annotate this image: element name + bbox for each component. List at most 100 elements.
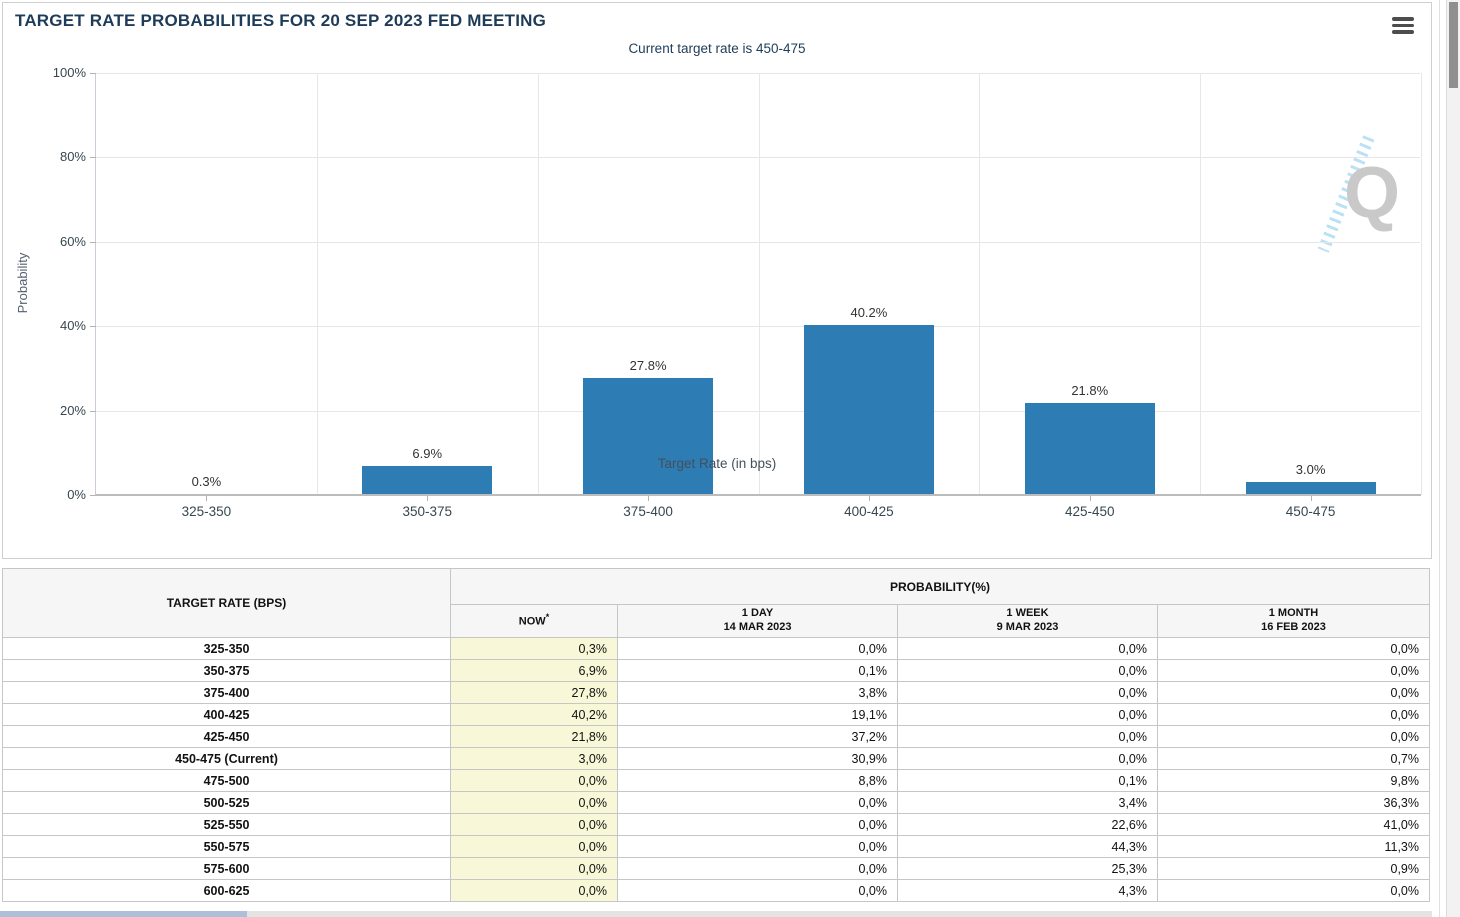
probability-cell: 27,8% <box>450 681 618 704</box>
probability-table: TARGET RATE (BPS) PROBABILITY(%) NOW* 1 … <box>2 568 1430 902</box>
col-header-1month: 1 MONTH 16 FEB 2023 <box>1157 604 1430 638</box>
gridline-v <box>316 73 318 495</box>
probability-cell: 0,0% <box>1157 703 1430 726</box>
bar-value-label: 6.9% <box>412 445 443 461</box>
x-axis-tick <box>1310 495 1312 501</box>
probability-cell: 0,0% <box>897 703 1158 726</box>
probability-cell: 0,3% <box>450 637 618 660</box>
table-row: 550-575 0,0% 0,0% 44,3% 11,3% <box>2 835 1430 858</box>
gridline-h <box>96 73 1420 74</box>
y-axis-title: Probability <box>15 252 30 314</box>
probability-cell: 3,0% <box>450 747 618 770</box>
bar-450-475[interactable] <box>1245 482 1376 495</box>
probability-cell: 3,4% <box>897 791 1158 814</box>
y-axis-tick <box>90 495 96 496</box>
gridline-v <box>758 73 760 495</box>
target-rate-cell: 575-600 <box>2 857 451 880</box>
bar-value-label: 3.0% <box>1295 462 1326 478</box>
y-tick-label: 0% <box>67 487 86 502</box>
probability-cell: 19,1% <box>617 703 898 726</box>
x-tick-label: 400-425 <box>844 504 894 519</box>
target-rate-cell: 525-550 <box>2 813 451 836</box>
col-header-target-rate: TARGET RATE (BPS) <box>2 568 451 638</box>
table-row: 525-550 0,0% 0,0% 22,6% 41,0% <box>2 813 1430 836</box>
probability-cell: 25,3% <box>897 857 1158 880</box>
probability-cell: 37,2% <box>617 725 898 748</box>
probability-cell: 22,6% <box>897 813 1158 836</box>
probability-cell: 3,8% <box>617 681 898 704</box>
table-row: 600-625 0,0% 0,0% 4,3% 0,0% <box>2 879 1430 902</box>
y-tick-label: 20% <box>59 402 86 418</box>
x-tick-label: 350-375 <box>402 504 453 519</box>
probability-cell: 0,0% <box>897 747 1158 770</box>
table-row: 325-350 0,3% 0,0% 0,0% 0,0% <box>2 637 1430 660</box>
content-edge-divider <box>1439 0 1440 917</box>
probability-cell: 36,3% <box>1157 791 1430 814</box>
col-header-probability: PROBABILITY(%) <box>450 568 1430 605</box>
bar-350-375[interactable] <box>362 465 493 495</box>
probability-cell: 0,0% <box>450 879 618 902</box>
probability-cell: 0,0% <box>450 813 618 836</box>
col-header-1day: 1 DAY 14 MAR 2023 <box>617 604 898 638</box>
chart-menu-button[interactable] <box>1391 17 1415 37</box>
hamburger-icon <box>1392 17 1414 21</box>
probability-cell: 0,0% <box>450 857 618 880</box>
bar-425-450[interactable] <box>1024 403 1155 495</box>
bar-value-label: 40.2% <box>850 305 888 321</box>
x-axis-tick <box>1089 495 1091 501</box>
table-row: 425-450 21,8% 37,2% 0,0% 0,0% <box>2 725 1430 748</box>
probability-cell: 0,0% <box>897 659 1158 682</box>
y-axis-tick <box>90 410 96 412</box>
bar-375-400[interactable] <box>583 377 714 495</box>
x-tick-label: 450-475 <box>1285 504 1336 519</box>
probability-cell: 0,0% <box>1157 659 1430 682</box>
probability-cell: 21,8% <box>450 725 618 748</box>
target-rate-cell: 475-500 <box>2 769 451 792</box>
vertical-scrollbar[interactable] <box>1446 0 1460 917</box>
probability-cell: 0,0% <box>617 637 898 660</box>
probability-cell: 0,0% <box>617 879 898 902</box>
probability-cell: 30,9% <box>617 747 898 770</box>
chart-panel: TARGET RATE PROBABILITIES FOR 20 SEP 202… <box>2 2 1432 559</box>
probability-cell: 0,0% <box>617 791 898 814</box>
probability-cell: 0,0% <box>897 725 1158 748</box>
chart-subtitle: Current target rate is 450-475 <box>628 41 806 56</box>
probability-cell: 0,1% <box>617 659 898 682</box>
table-row: 475-500 0,0% 8,8% 0,1% 9,8% <box>2 769 1430 792</box>
x-axis-tick <box>868 495 870 501</box>
probability-cell: 4,3% <box>897 879 1158 902</box>
y-tick-label: 100% <box>52 65 86 80</box>
bar-400-425[interactable] <box>803 325 934 495</box>
gridline-h <box>96 326 1420 328</box>
probability-cell: 0,1% <box>897 769 1158 792</box>
probability-cell: 0,7% <box>1157 747 1430 770</box>
vertical-scrollbar-thumb[interactable] <box>1449 2 1458 88</box>
probability-cell: 40,2% <box>450 703 618 726</box>
y-tick-label: 60% <box>59 233 86 249</box>
y-axis-tick <box>90 326 96 328</box>
probability-cell: 6,9% <box>450 659 618 682</box>
target-rate-cell: 550-575 <box>2 835 451 858</box>
probability-cell: 0,0% <box>617 857 898 880</box>
probability-cell: 11,3% <box>1157 835 1430 858</box>
gridline-v <box>537 73 539 495</box>
table-row: 400-425 40,2% 19,1% 0,0% 0,0% <box>2 703 1430 726</box>
probability-cell: 9,8% <box>1157 769 1430 792</box>
x-axis-tick <box>648 495 650 501</box>
target-rate-cell: 425-450 <box>2 725 451 748</box>
col-header-1week: 1 WEEK 9 MAR 2023 <box>897 604 1158 638</box>
horizontal-scrollbar-thumb[interactable] <box>0 911 247 917</box>
y-tick-label: 40% <box>59 318 86 334</box>
probability-cell: 41,0% <box>1157 813 1430 836</box>
x-axis-tick <box>427 495 429 501</box>
gridline-v <box>1200 73 1202 495</box>
horizontal-scrollbar[interactable] <box>0 911 1432 917</box>
table-row: 500-525 0,0% 0,0% 3,4% 36,3% <box>2 791 1430 814</box>
bar-value-label: 21.8% <box>1071 383 1109 398</box>
gridline-h <box>96 241 1420 243</box>
quikstrike-watermark-icon: Q <box>1317 135 1402 253</box>
gridline-v <box>1421 73 1422 495</box>
probability-cell: 0,0% <box>617 813 898 836</box>
bar-value-label: 0.3% <box>191 473 222 489</box>
x-tick-label: 325-350 <box>181 504 232 519</box>
